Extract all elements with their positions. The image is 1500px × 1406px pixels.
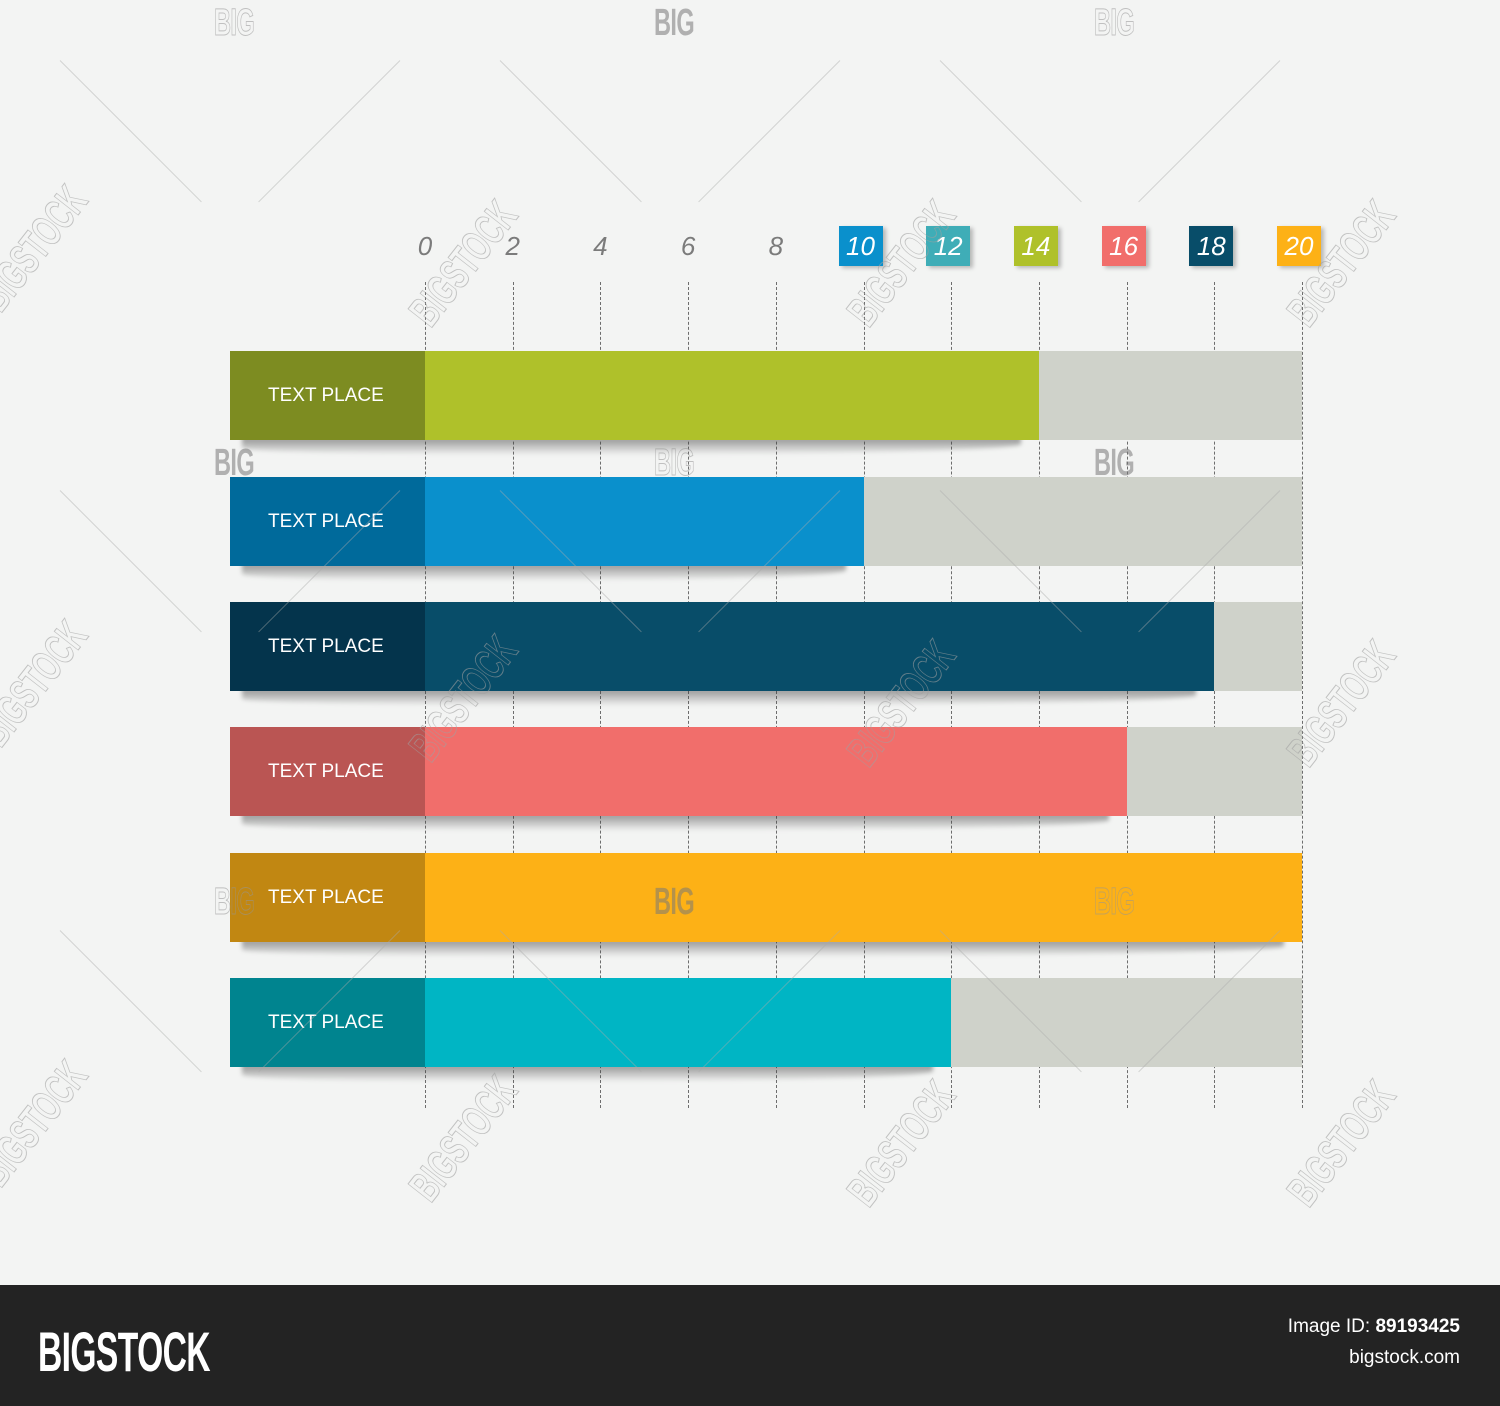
watermark-bigstock: BIGSTOCK [0,176,97,321]
x-tick-20: 20 [1277,226,1321,266]
bar-label: TEXT PLACE [230,602,425,691]
bar-row: TEXT PLACE [230,351,1302,455]
watermark-bigstock: BIGSTOCK [1278,1071,1406,1216]
watermark-bigstock: BIGSTOCK [0,1051,97,1196]
bar-row: TEXT PLACE [230,978,1302,1082]
watermark-line [1138,60,1281,203]
x-tick-14: 14 [1013,226,1058,266]
x-tick-6: 6 [680,231,696,261]
watermark-line [258,60,401,203]
watermark-big: BIG [1094,881,1135,924]
bar-row: TEXT PLACE [230,602,1302,706]
bar-value[interactable] [425,727,1127,816]
site-url[interactable]: bigstock.com [1349,1347,1460,1368]
footer-bar: BIGSTOCK Image ID: 89193425 bigstock.com [0,1285,1500,1406]
x-tick-18: 18 [1189,226,1234,266]
watermark-big: BIG [654,442,695,485]
grid-line [1214,282,1216,1108]
chart-canvas: 0 2 4 6 8 10 12 14 16 18 20 TEXT PLACE TEXT PLACE TE… [0,2,1406,1216]
watermark-bigstock: BIGSTOCK [838,1071,966,1216]
image-id: Image ID: 89193425 [1288,1316,1460,1338]
x-tick-10: 10 [838,226,883,266]
watermark-big: BIG [214,2,255,45]
x-tick-12: 12 [926,226,971,266]
x-tick-2: 2 [505,231,520,261]
watermark-line [59,60,202,203]
bar-label: TEXT PLACE [230,351,425,440]
watermark-line [698,60,841,203]
bar-shadow [242,813,1109,831]
watermark-line [59,930,202,1073]
bar-shadow [242,1064,934,1082]
x-tick-16: 16 [1101,226,1146,266]
watermark-big: BIG [214,881,255,924]
bar-label: TEXT PLACE [230,853,425,942]
watermark-bigstock: BIGSTOCK [0,611,97,756]
bar-shadow [242,437,1021,455]
bar-shadow [242,563,846,581]
bigstock-logo[interactable]: BIGSTOCK [38,1320,211,1383]
watermark-bigstock: BIGSTOCK [400,1066,528,1211]
bar-value[interactable] [425,477,864,566]
bar-row: TEXT PLACE [230,477,1302,581]
bar-label: TEXT PLACE [230,978,425,1067]
watermark-line [59,490,202,633]
bar-shadow [242,939,1284,957]
image-id-label: Image ID: [1287,1316,1371,1337]
watermark-big: BIG [1094,442,1135,484]
bar-value[interactable] [425,853,1302,942]
bar-label: TEXT PLACE [230,727,425,816]
bar-row: TEXT PLACE [230,853,1302,957]
bar-value[interactable] [425,602,1215,691]
bar-row: TEXT PLACE [230,727,1302,831]
bar-value[interactable] [425,351,1039,440]
bar-label: TEXT PLACE [230,477,425,566]
bar-shadow [242,688,1197,706]
image-id-value: 89193425 [1375,1316,1460,1337]
x-tick-0: 0 [417,231,433,261]
x-tick-8: 8 [768,231,784,261]
watermark-big: BIG [654,2,695,44]
bar-value[interactable] [425,978,952,1067]
grid-line [1302,282,1303,1108]
watermark-big: BIG [214,442,255,484]
watermark-line [939,60,1082,203]
x-tick-4: 4 [593,231,608,261]
watermark-line [499,60,642,203]
watermark-big: BIG [654,881,695,923]
watermark-big: BIG [1094,2,1135,45]
